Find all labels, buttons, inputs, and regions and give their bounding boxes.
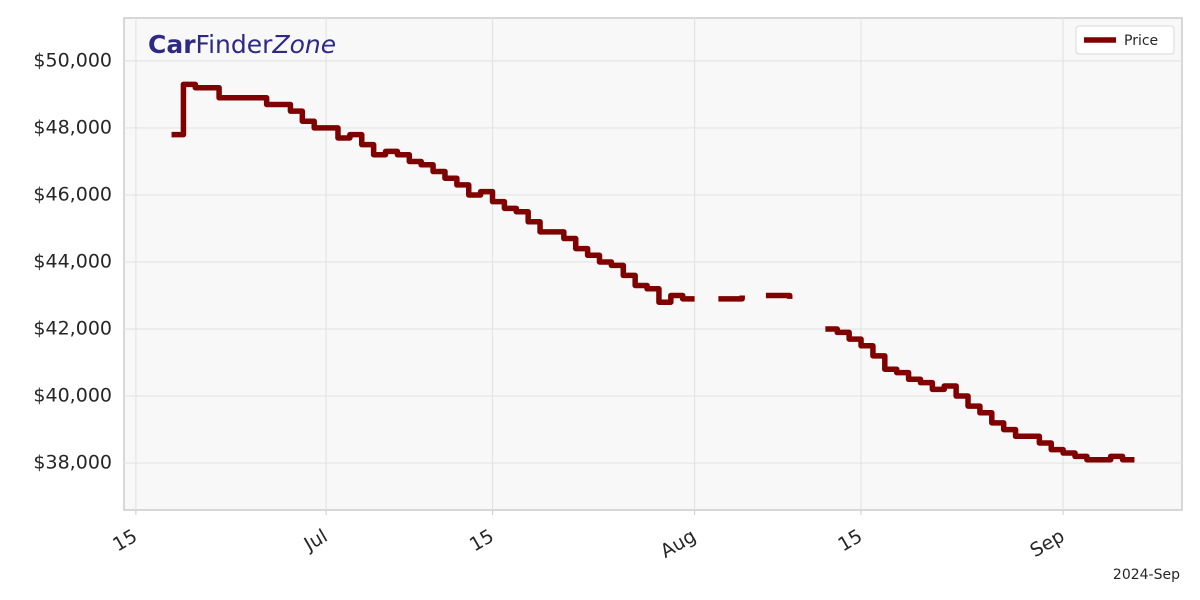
price-line <box>765 292 793 299</box>
brand-part: Car <box>148 30 196 59</box>
legend: Price <box>1075 25 1175 55</box>
x-offset-label: 2024-Sep <box>1113 567 1180 583</box>
brand-part: Zone <box>271 30 336 59</box>
y-tick-label: $46,000 <box>33 183 112 205</box>
y-tick-label: $48,000 <box>33 116 112 138</box>
price-line <box>718 295 745 302</box>
price-line <box>825 326 1135 463</box>
x-tick-label: Sep <box>1026 525 1068 562</box>
lines <box>171 81 1135 463</box>
x-tick-label: Jul <box>300 525 332 556</box>
x-tick-label: Aug <box>657 525 700 563</box>
y-tick-label: $44,000 <box>33 250 112 272</box>
x-tick-label: 15 <box>109 525 141 556</box>
y-tick-label: $50,000 <box>33 49 112 71</box>
y-tick-label: $38,000 <box>33 452 112 474</box>
x-tick-label: 15 <box>466 525 498 556</box>
x-tick-label: 15 <box>834 525 866 556</box>
y-tick-label: $40,000 <box>33 385 112 407</box>
legend-box <box>1075 25 1175 55</box>
brand-logo: CarFinderZone <box>148 30 336 59</box>
brand-part: Finder <box>196 30 274 59</box>
grid <box>124 18 1182 510</box>
price-line <box>171 81 695 305</box>
y-tick-label: $42,000 <box>33 318 112 340</box>
legend-label: Price <box>1124 33 1158 49</box>
